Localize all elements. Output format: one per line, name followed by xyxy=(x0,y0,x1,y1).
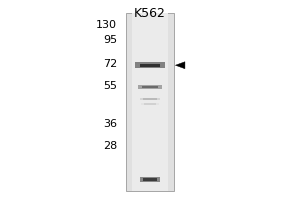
Text: 55: 55 xyxy=(103,81,117,91)
Bar xyxy=(140,177,160,182)
Bar xyxy=(132,13,168,191)
Bar xyxy=(142,86,158,88)
Bar xyxy=(143,178,157,181)
Bar xyxy=(140,64,160,67)
Text: 130: 130 xyxy=(96,20,117,30)
Text: 36: 36 xyxy=(103,119,117,129)
Bar xyxy=(144,103,156,105)
Polygon shape xyxy=(176,62,185,69)
Text: 95: 95 xyxy=(103,35,117,45)
Bar xyxy=(140,98,160,100)
Bar xyxy=(138,85,162,89)
Bar xyxy=(143,98,157,100)
Text: K562: K562 xyxy=(134,7,166,20)
Bar xyxy=(141,103,159,105)
Text: 28: 28 xyxy=(103,141,117,151)
Bar xyxy=(126,13,174,191)
Text: 72: 72 xyxy=(103,59,117,69)
Bar xyxy=(135,62,165,68)
